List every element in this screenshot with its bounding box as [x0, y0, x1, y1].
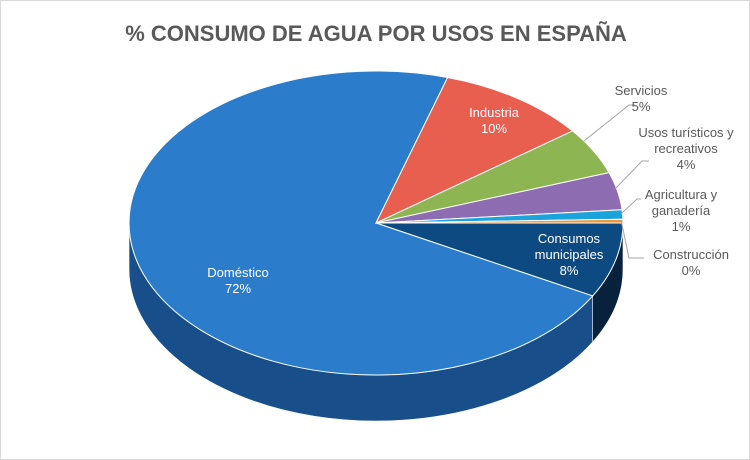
- data-label-name: recreativos: [654, 141, 718, 156]
- slice-consumos-municipales[interactable]: [375, 222, 624, 297]
- data-label-name: Consumos: [538, 231, 601, 246]
- slice-industria[interactable]: [374, 76, 574, 225]
- chart-title: % CONSUMO DE AGUA POR USOS EN ESPAÑA: [125, 21, 627, 46]
- data-label-value: 0%: [682, 263, 701, 278]
- data-label-name: Usos turísticos y: [638, 125, 734, 140]
- data-label-name: Doméstico: [207, 265, 268, 280]
- leader-line: [620, 219, 644, 259]
- leader-line: [583, 104, 635, 142]
- slice-domestico[interactable]: [128, 70, 594, 376]
- data-label-value: 5%: [632, 99, 651, 114]
- data-label-value: 4%: [677, 157, 696, 172]
- data-label-name: Servicios: [615, 83, 668, 98]
- data-label-value: 10%: [481, 121, 507, 136]
- data-label-name: Construcción: [653, 247, 729, 262]
- leader-line: [620, 198, 641, 215]
- data-label-value: 8%: [560, 263, 579, 278]
- slice-construccion[interactable]: [375, 218, 624, 224]
- data-label-name: Industria: [469, 105, 520, 120]
- data-label-name: municipales: [535, 247, 604, 262]
- data-label-value: 1%: [672, 219, 691, 234]
- leader-line: [614, 160, 649, 190]
- data-label-name: ganadería: [652, 203, 711, 218]
- data-label-name: Agricultura y: [645, 187, 718, 202]
- data-label-value: 72%: [225, 281, 251, 296]
